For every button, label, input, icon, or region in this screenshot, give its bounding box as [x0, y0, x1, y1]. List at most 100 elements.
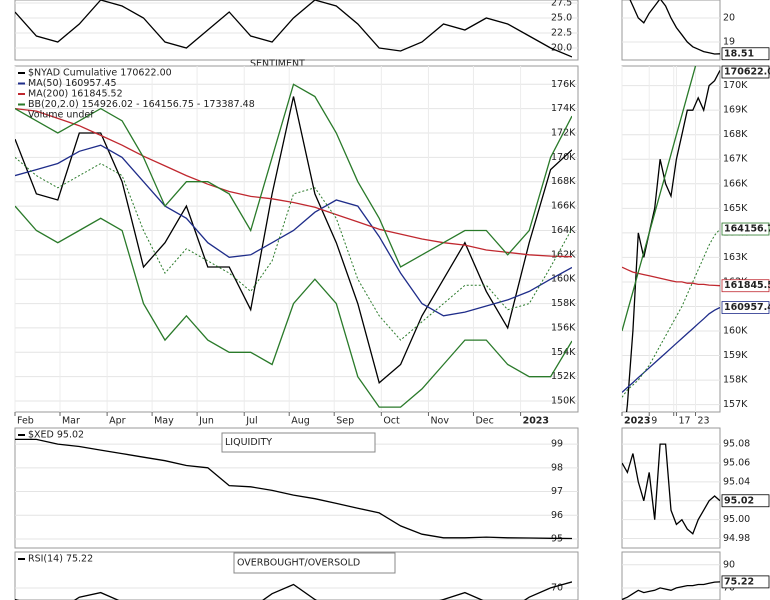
panel-border: [14, 0, 579, 61]
y-tick-label: 174K: [551, 103, 576, 114]
series-line: [622, 443, 720, 535]
x-tick-label: 23: [698, 416, 710, 427]
x-tick-label: Mar: [62, 416, 80, 427]
x-tick-label: Sep: [336, 416, 354, 427]
series-line: [629, 0, 720, 55]
y-tick-label: 168K: [723, 129, 748, 140]
end-label: 164156.7: [724, 224, 770, 235]
series-line: [15, 157, 572, 341]
end-label-box: [721, 301, 770, 314]
y-tick-label: 163K: [723, 252, 748, 263]
series-line: [15, 581, 572, 600]
annotation: SENTIMENT: [250, 59, 305, 70]
y-tick-label: 25.0: [551, 13, 572, 24]
end-label: 161845.5: [724, 280, 770, 291]
y-tick-label: 20.0: [551, 43, 572, 54]
y-tick-label: 97: [551, 486, 563, 497]
end-label-box: [721, 222, 770, 236]
series-line: [625, 70, 720, 412]
y-tick-label: 166K: [723, 178, 748, 189]
panel-border: [14, 427, 579, 549]
x-tick-label: Dec: [475, 416, 493, 427]
end-label-box: [721, 494, 770, 508]
y-tick-label: 95.06: [723, 457, 750, 468]
y-tick-label: 99: [551, 439, 563, 450]
y-tick-label: 168K: [551, 176, 576, 187]
panel-border: [621, 551, 721, 600]
x-tick-label: Jun: [198, 416, 214, 427]
y-tick-label: 154K: [551, 347, 576, 358]
y-tick-label: 94.98: [723, 533, 750, 544]
annotation-box: [221, 432, 376, 453]
y-tick-label: 22.5: [551, 28, 572, 39]
legend-label: RSI(14) 75.22: [28, 554, 93, 565]
y-tick-label: 162K: [551, 249, 576, 260]
panel-border: [621, 65, 721, 413]
end-label: 18.51: [724, 48, 754, 59]
y-tick-label: 150K: [551, 396, 576, 407]
y-tick-label: 160K: [551, 274, 576, 285]
legend-note: Volume undef: [28, 110, 94, 121]
annotation-box: [233, 552, 396, 574]
y-tick-label: 95.08: [723, 439, 750, 450]
x-tick-label: May: [154, 416, 174, 427]
panel-border: [621, 0, 721, 61]
x-tick-label: Apr: [109, 416, 126, 427]
end-label-box: [721, 575, 770, 589]
x-tick-label: Nov: [430, 416, 449, 427]
y-tick-label: 165K: [723, 203, 748, 214]
band-lower: [15, 205, 572, 408]
series-line: [15, 0, 572, 58]
legend-label: $XED 95.02: [28, 430, 84, 441]
legend-label: MA(50) 160957.45: [28, 78, 117, 89]
panel-border: [14, 551, 579, 600]
x-tick-label: 17: [678, 416, 690, 427]
end-label-box: [721, 47, 770, 61]
x-tick-label: Jul: [245, 416, 257, 427]
band-upper: [15, 83, 572, 268]
y-tick-label: 170K: [723, 80, 748, 91]
end-label: 75.22: [724, 576, 754, 587]
end-label: 95.02: [724, 495, 754, 506]
y-tick-label: 19: [723, 37, 735, 48]
y-tick-label: 156K: [551, 322, 576, 333]
y-tick-label: 90: [723, 559, 735, 570]
y-tick-label: 169K: [723, 105, 748, 116]
annotation: OVERBOUGHT/OVERSOLD: [237, 558, 360, 569]
y-tick-label: 95.00: [723, 514, 750, 525]
end-label-box: [721, 65, 770, 79]
y-tick-label: 27.5: [551, 0, 572, 9]
legend-label: MA(200) 161845.52: [28, 89, 123, 100]
y-tick-label: 96: [551, 510, 563, 521]
series-line: [15, 144, 572, 317]
y-tick-label: 98: [551, 462, 563, 473]
end-label-box: [721, 279, 770, 293]
y-tick-label: 70: [551, 582, 563, 593]
band-upper: [622, 66, 697, 332]
y-tick-label: 167K: [723, 154, 748, 165]
series-line: [622, 306, 720, 393]
legend-label: $NYAD Cumulative 170622.00: [28, 68, 172, 79]
y-tick-label: 164K: [551, 225, 576, 236]
y-tick-label: 95.04: [723, 476, 750, 487]
y-tick-label: 158K: [723, 375, 748, 386]
end-label: 170622.0: [724, 67, 770, 78]
y-tick-label: 157K: [723, 399, 748, 410]
annotation: LIQUIDITY: [225, 437, 272, 448]
series-line: [622, 581, 720, 600]
end-label: 160957.4: [724, 302, 770, 313]
y-tick-label: 160K: [723, 326, 748, 337]
x-tick-label: 2023: [523, 416, 549, 427]
legend-label: BB(20,2.0) 154926.02 - 164156.75 - 17338…: [28, 99, 255, 110]
y-tick-label: 152K: [551, 371, 576, 382]
x-tick-label: Oct: [383, 416, 400, 427]
series-line: [15, 96, 572, 384]
y-tick-label: 158K: [551, 298, 576, 309]
x-tick-label: Feb: [17, 416, 34, 427]
y-tick-label: 159K: [723, 350, 748, 361]
y-tick-label: 20: [723, 13, 735, 24]
series-line: [15, 107, 572, 258]
x-tick-label: 9: [651, 416, 657, 427]
